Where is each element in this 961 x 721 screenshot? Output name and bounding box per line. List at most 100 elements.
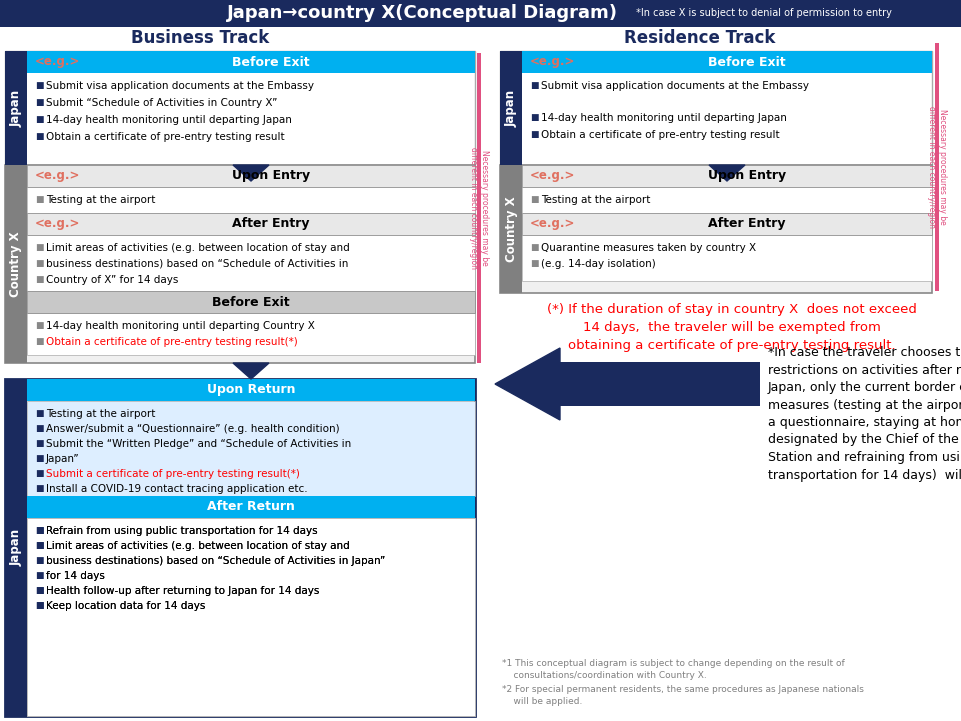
Text: ■: ■ (35, 81, 43, 90)
Bar (27, 235, 475, 291)
Text: ■: ■ (35, 556, 43, 565)
Text: Necessary procedures may be
different in each country/region: Necessary procedures may be different in… (469, 147, 489, 269)
Bar (477, 53, 481, 363)
Bar (500, 165, 932, 293)
Text: Obtain a certificate of pre-entry testing result: Obtain a certificate of pre-entry testin… (541, 130, 779, 140)
Text: 14-day health monitoring until departing Country X: 14-day health monitoring until departing… (46, 321, 315, 331)
Text: ■: ■ (530, 195, 538, 204)
Polygon shape (495, 348, 560, 420)
Text: Japan: Japan (10, 529, 22, 566)
Text: Submit visa application documents at the Embassy: Submit visa application documents at the… (46, 81, 314, 91)
Text: ■: ■ (35, 586, 43, 595)
Bar (27, 187, 475, 213)
Text: Upon Entry: Upon Entry (708, 169, 786, 182)
Polygon shape (233, 363, 269, 379)
Text: Keep location data for 14 days: Keep location data for 14 days (46, 601, 206, 611)
Text: ■: ■ (35, 601, 43, 610)
Text: Before Exit: Before Exit (708, 56, 786, 68)
Text: ■: ■ (35, 541, 43, 550)
Text: Japan: Japan (505, 89, 518, 127)
Bar (27, 51, 475, 73)
Text: Install a COVID-19 contact tracing application etc.: Install a COVID-19 contact tracing appli… (46, 484, 308, 494)
Text: ■: ■ (35, 98, 43, 107)
Text: *In case the traveler chooses to maintain
restrictions on activities after retur: *In case the traveler chooses to maintai… (768, 346, 961, 482)
Bar (5, 51, 27, 165)
Text: ■: ■ (35, 132, 43, 141)
Bar (522, 235, 932, 281)
Text: ■: ■ (35, 571, 43, 580)
Text: <e.g.>: <e.g.> (530, 169, 576, 182)
Text: Health follow-up after returning to Japan for 14 days: Health follow-up after returning to Japa… (46, 586, 319, 596)
Text: Necessary procedures may be
different in each country/region: Necessary procedures may be different in… (927, 106, 947, 228)
Text: ■: ■ (35, 541, 43, 550)
Text: Testing at the airport: Testing at the airport (46, 409, 156, 419)
Text: Testing at the airport: Testing at the airport (46, 195, 156, 205)
Text: ■: ■ (35, 454, 43, 463)
Text: ■: ■ (35, 601, 43, 610)
Text: ■: ■ (35, 424, 43, 433)
Text: business destinations) based on “Schedule of Activities in Japan”: business destinations) based on “Schedul… (46, 556, 385, 566)
Text: *In case X is subject to denial of permission to entry: *In case X is subject to denial of permi… (633, 9, 892, 19)
Bar (27, 401, 475, 496)
Bar (500, 51, 932, 165)
Text: <e.g.>: <e.g.> (35, 218, 81, 231)
Text: ■: ■ (530, 243, 538, 252)
Bar (0, 0, 961, 27)
Text: Country X: Country X (10, 231, 22, 297)
Text: ■: ■ (35, 484, 43, 493)
Bar (500, 51, 522, 165)
Bar (27, 213, 475, 235)
Text: Japan: Japan (10, 89, 22, 127)
Bar (5, 379, 475, 716)
Text: Obtain a certificate of pre-entry testing result: Obtain a certificate of pre-entry testin… (46, 132, 284, 142)
Text: Japan→country X(Conceptual Diagram): Japan→country X(Conceptual Diagram) (228, 4, 618, 22)
Text: Quarantine measures taken by country X: Quarantine measures taken by country X (541, 243, 756, 253)
Text: <e.g.>: <e.g.> (530, 56, 576, 68)
Text: Limit areas of activities (e.g. between location of stay and: Limit areas of activities (e.g. between … (46, 243, 350, 253)
Text: ■: ■ (530, 259, 538, 268)
Text: ■: ■ (35, 439, 43, 448)
Bar (522, 213, 932, 235)
Bar (27, 313, 475, 355)
Text: Upon Return: Upon Return (207, 384, 295, 397)
Bar (27, 518, 475, 716)
Text: Obtain a certificate of pre-entry testing result(*): Obtain a certificate of pre-entry testin… (46, 337, 298, 347)
Text: Country of X” for 14 days: Country of X” for 14 days (46, 275, 179, 285)
Text: 14-day health monitoring until departing Japan: 14-day health monitoring until departing… (541, 113, 787, 123)
Text: for 14 days: for 14 days (46, 571, 105, 581)
Text: Upon Entry: Upon Entry (232, 169, 310, 182)
Text: Submit the “Written Pledge” and “Schedule of Activities in: Submit the “Written Pledge” and “Schedul… (46, 439, 352, 449)
Text: *1 This conceptual diagram is subject to change depending on the result of
    c: *1 This conceptual diagram is subject to… (502, 659, 845, 680)
Text: for 14 days: for 14 days (46, 571, 105, 581)
Text: ■: ■ (35, 409, 43, 418)
Text: Before Exit: Before Exit (212, 296, 290, 309)
Text: Japan”: Japan” (46, 454, 80, 464)
Text: ■: ■ (530, 81, 538, 90)
Text: Submit “Schedule of Activities in Country X”: Submit “Schedule of Activities in Countr… (46, 98, 278, 108)
Text: Health follow-up after returning to Japan for 14 days: Health follow-up after returning to Japa… (46, 586, 319, 596)
Bar (500, 165, 522, 293)
Bar (522, 165, 932, 187)
Bar (935, 43, 939, 291)
Text: ■: ■ (35, 526, 43, 535)
Text: Keep location data for 14 days: Keep location data for 14 days (46, 601, 206, 611)
Text: After Entry: After Entry (233, 218, 309, 231)
Text: ■: ■ (35, 337, 43, 346)
Text: ■: ■ (35, 259, 43, 268)
Text: Refrain from using public transportation for 14 days: Refrain from using public transportation… (46, 526, 318, 536)
Text: business destinations) based on “Schedule of Activities in Japan”: business destinations) based on “Schedul… (46, 556, 385, 566)
Bar (27, 165, 475, 187)
Bar (5, 165, 475, 363)
Text: ■: ■ (35, 526, 43, 535)
Text: ■: ■ (35, 469, 43, 478)
Text: <e.g.>: <e.g.> (530, 218, 576, 231)
Polygon shape (233, 165, 269, 181)
Text: *2 For special permanent residents, the same procedures as Japanese nationals
  : *2 For special permanent residents, the … (502, 685, 864, 706)
Text: Submit a certificate of pre-entry testing result(*): Submit a certificate of pre-entry testin… (46, 469, 300, 479)
Text: ■: ■ (35, 321, 43, 330)
Text: ■: ■ (35, 243, 43, 252)
Text: Answer/submit a “Questionnaire” (e.g. health condition): Answer/submit a “Questionnaire” (e.g. he… (46, 424, 339, 434)
Bar (522, 51, 932, 73)
Bar (560, 362, 760, 406)
Text: After Entry: After Entry (708, 218, 786, 231)
